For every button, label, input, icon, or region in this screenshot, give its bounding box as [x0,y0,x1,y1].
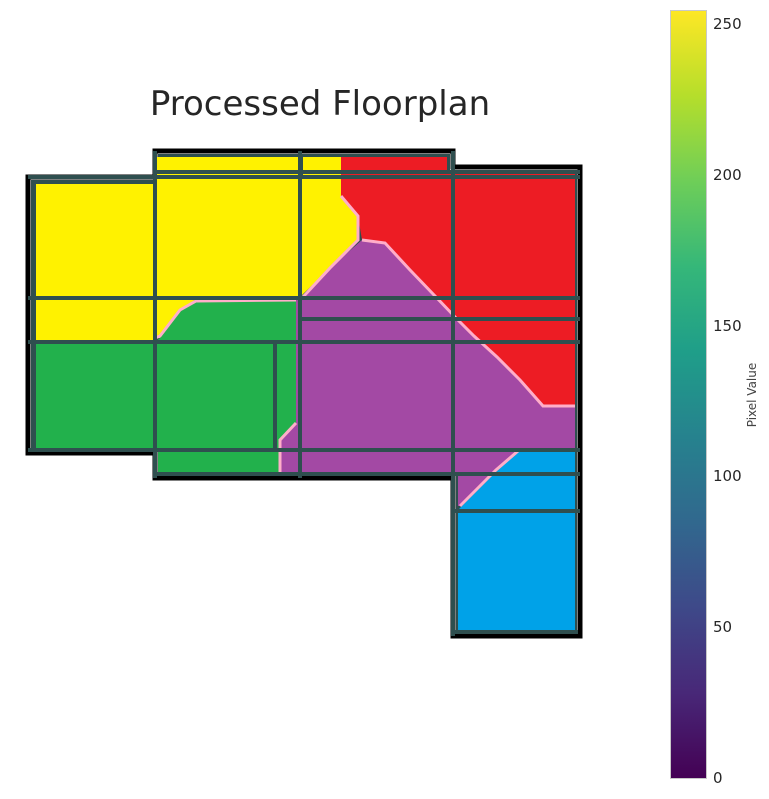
colorbar-label: Pixel Value [745,362,759,428]
room-purple [280,240,575,506]
colorbar-tick-label: 200 [713,165,742,184]
colorbar-tick-label: 100 [713,467,742,486]
colorbar-tick-label: 150 [713,316,742,335]
colorbar [670,10,707,779]
chart-title: Processed Floorplan [149,84,491,124]
room-blue [458,452,575,630]
room-boundaries [154,195,575,508]
wall-lines [28,151,580,636]
colorbar-tick-label: 50 [713,618,733,637]
room-yellow [36,157,358,340]
colorbar-tick-label: 0 [713,769,723,787]
colorbar-tick-label: 250 [713,15,742,34]
